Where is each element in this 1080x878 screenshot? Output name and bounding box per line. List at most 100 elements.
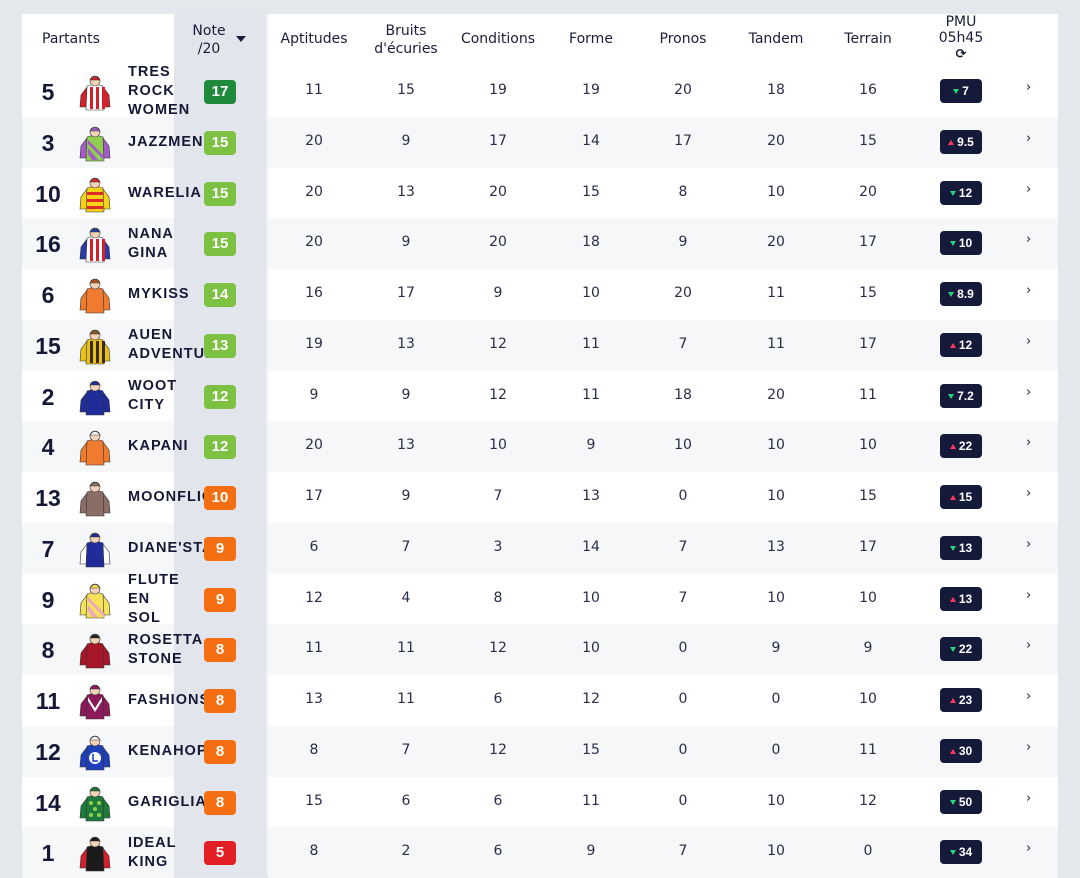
table-row[interactable]: 7 DIANE'STAR 9 6 7 3 14 7 13 17 13 ›: [22, 522, 1058, 574]
horse-name[interactable]: DIANE'STAR: [128, 539, 225, 556]
cell-conditions: 12: [489, 386, 507, 403]
cell-bruits: 6: [401, 792, 411, 809]
chevron-right-icon[interactable]: ›: [1026, 333, 1032, 349]
horse-name[interactable]: FLUTE EN SOL: [128, 571, 180, 626]
table-row[interactable]: 11 FASHIONS 8 13 11 6 12 0 0 10 23 ›: [22, 675, 1058, 726]
pmu-odds: 34: [958, 845, 973, 860]
header-note-sort[interactable]: Note /20: [180, 22, 246, 58]
table-row[interactable]: 16 NANA GINA 15 20 9 20 18 9 20 17 10 ›: [22, 218, 1058, 270]
cell-bruits: 17: [397, 285, 415, 301]
trend-up-icon: [949, 444, 956, 450]
pmu-odds-badge: 50: [940, 789, 982, 814]
pmu-odds-badge: 9.5: [940, 129, 982, 154]
header-conditions[interactable]: Conditions: [460, 31, 536, 47]
table-row[interactable]: 2 WOOT CITY 12 9 9 12 11 18 20 11 7.2 ›: [22, 371, 1058, 422]
header-terrain[interactable]: Terrain: [844, 31, 892, 47]
chevron-right-icon[interactable]: ›: [1026, 689, 1032, 704]
refresh-icon[interactable]: ⟳: [955, 47, 967, 62]
table-row[interactable]: 6 MYKISS 14 16 17 9 10 20 11 15 8.9 ›: [22, 269, 1058, 320]
horse-name[interactable]: JAZZMEN: [128, 133, 204, 150]
jockey-silk-icon: [78, 631, 112, 669]
horse-name[interactable]: IDEAL KING: [128, 834, 177, 870]
trend-down-icon: [949, 241, 956, 247]
chevron-right-icon[interactable]: ›: [1026, 435, 1032, 451]
pmu-odds: 13: [958, 540, 973, 555]
chevron-right-icon[interactable]: ›: [1026, 384, 1032, 400]
chevron-right-icon[interactable]: ›: [1026, 536, 1032, 552]
table-row[interactable]: 3 JAZZMEN 15 20 9 17 14 17 20 15 9.5 ›: [22, 116, 1058, 168]
horse-name[interactable]: TRES ROCK WOMEN: [128, 64, 191, 118]
chevron-right-icon[interactable]: ›: [1026, 283, 1032, 298]
horse-name[interactable]: KAPANI: [128, 438, 189, 455]
cell-aptitudes: 20: [305, 234, 323, 251]
horse-name[interactable]: AUEN ADVENTURE: [128, 327, 228, 363]
table-row[interactable]: 13 MOONFLIGHT 10 17 9 7 13 0 10 15 15 ›: [22, 472, 1058, 523]
header-partants[interactable]: Partants: [42, 31, 100, 47]
chevron-right-icon[interactable]: ›: [1026, 587, 1032, 603]
pmu-odds-badge: 13: [940, 535, 982, 560]
runner-number: 3: [41, 129, 55, 156]
header-pronos[interactable]: Pronos: [659, 31, 707, 47]
horse-name[interactable]: WOOT CITY: [128, 378, 178, 413]
header-aptitudes[interactable]: Aptitudes: [280, 31, 348, 47]
runner-number: 15: [35, 332, 61, 359]
table-row[interactable]: 4 KAPANI 12 20 13 10 9 10 10 10 22 ›: [22, 421, 1058, 473]
note-badge: 15: [204, 181, 236, 206]
note-badge: 14: [204, 283, 236, 307]
table-row[interactable]: 5 TRES ROCK WOMEN 17 11 15 19 19 20 18 16 7 ›: [22, 64, 1058, 118]
table-row[interactable]: 12 KENAHOPE 8 8 7 12 15 0 0 11 30 ›: [22, 725, 1058, 777]
chevron-right-icon[interactable]: ›: [1026, 638, 1032, 654]
cell-conditions: 20: [489, 183, 507, 200]
chevron-right-icon[interactable]: ›: [1026, 80, 1032, 95]
horse-name[interactable]: FASHIONS: [128, 692, 211, 708]
table-row[interactable]: 10 WARELIA 15 20 13 20 15 8 10 20 12 ›: [22, 168, 1058, 219]
pmu-odds-badge: 22: [940, 637, 982, 662]
chevron-right-icon[interactable]: ›: [1026, 232, 1032, 248]
header-forme[interactable]: Forme: [569, 31, 613, 47]
chevron-right-icon[interactable]: ›: [1026, 790, 1032, 806]
cell-bruits: 13: [397, 183, 415, 200]
pmu-odds-badge: 7: [940, 79, 982, 103]
trend-down-icon: [949, 850, 956, 856]
header-pmu[interactable]: PMU 05h45 ⟳: [915, 14, 1007, 63]
header-pmu-label: PMU 05h45: [938, 14, 984, 46]
header-bruits[interactable]: Bruits d'écuries: [374, 23, 438, 57]
chevron-right-icon[interactable]: ›: [1026, 486, 1032, 501]
table-row[interactable]: 15 AUEN ADVENTURE 13 19 13 12 11 7 11 17 12 ›: [22, 319, 1058, 371]
horse-name[interactable]: KENAHOPE: [128, 742, 219, 759]
pmu-odds-badge: 34: [940, 840, 982, 865]
cell-tandem: 11: [767, 285, 785, 301]
header-tandem[interactable]: Tandem: [748, 31, 804, 47]
horse-name[interactable]: MYKISS: [128, 286, 190, 302]
cell-terrain: 9: [863, 640, 873, 657]
cell-terrain: 15: [859, 132, 877, 149]
cell-aptitudes: 15: [305, 792, 323, 809]
runner-number: 16: [35, 231, 61, 258]
horse-name[interactable]: NANA GINA: [128, 225, 174, 261]
note-badge: 9: [204, 536, 236, 561]
note-badge: 8: [204, 739, 236, 764]
table-row[interactable]: 8 ROSETTA STONE 8 11 11 12 10 0 9 9 22 ›: [22, 624, 1058, 676]
cell-pronos: 7: [678, 589, 688, 606]
cell-tandem: 13: [767, 538, 785, 555]
cell-bruits: 9: [401, 488, 411, 504]
cell-conditions: 19: [489, 82, 507, 98]
cell-bruits: 15: [397, 82, 415, 98]
chevron-right-icon[interactable]: ›: [1026, 739, 1032, 755]
table-row[interactable]: 1 IDEAL KING 5 8 2 6 9 7 10 0 34 ›: [22, 827, 1058, 878]
table-row[interactable]: 14 GARIGLIANO 8 15 6 6 11 0 10 12 50 ›: [22, 777, 1058, 828]
horse-name[interactable]: ROSETTA STONE: [128, 631, 204, 667]
cell-terrain: 12: [859, 792, 877, 809]
chevron-right-icon[interactable]: ›: [1026, 181, 1032, 197]
note-badge: 8: [204, 638, 236, 663]
table-row[interactable]: 9 FLUTE EN SOL 9 12 4 8 10 7 10 10 13 ›: [22, 571, 1058, 626]
horse-name[interactable]: WARELIA: [128, 184, 202, 201]
cell-conditions: 12: [489, 335, 507, 352]
cell-terrain: 17: [859, 335, 877, 352]
chevron-right-icon[interactable]: ›: [1026, 130, 1032, 146]
cell-aptitudes: 20: [305, 132, 323, 149]
cell-forme: 10: [582, 640, 600, 657]
cell-pronos: 0: [678, 792, 688, 809]
chevron-right-icon[interactable]: ›: [1026, 841, 1032, 857]
pmu-odds: 13: [958, 591, 973, 606]
